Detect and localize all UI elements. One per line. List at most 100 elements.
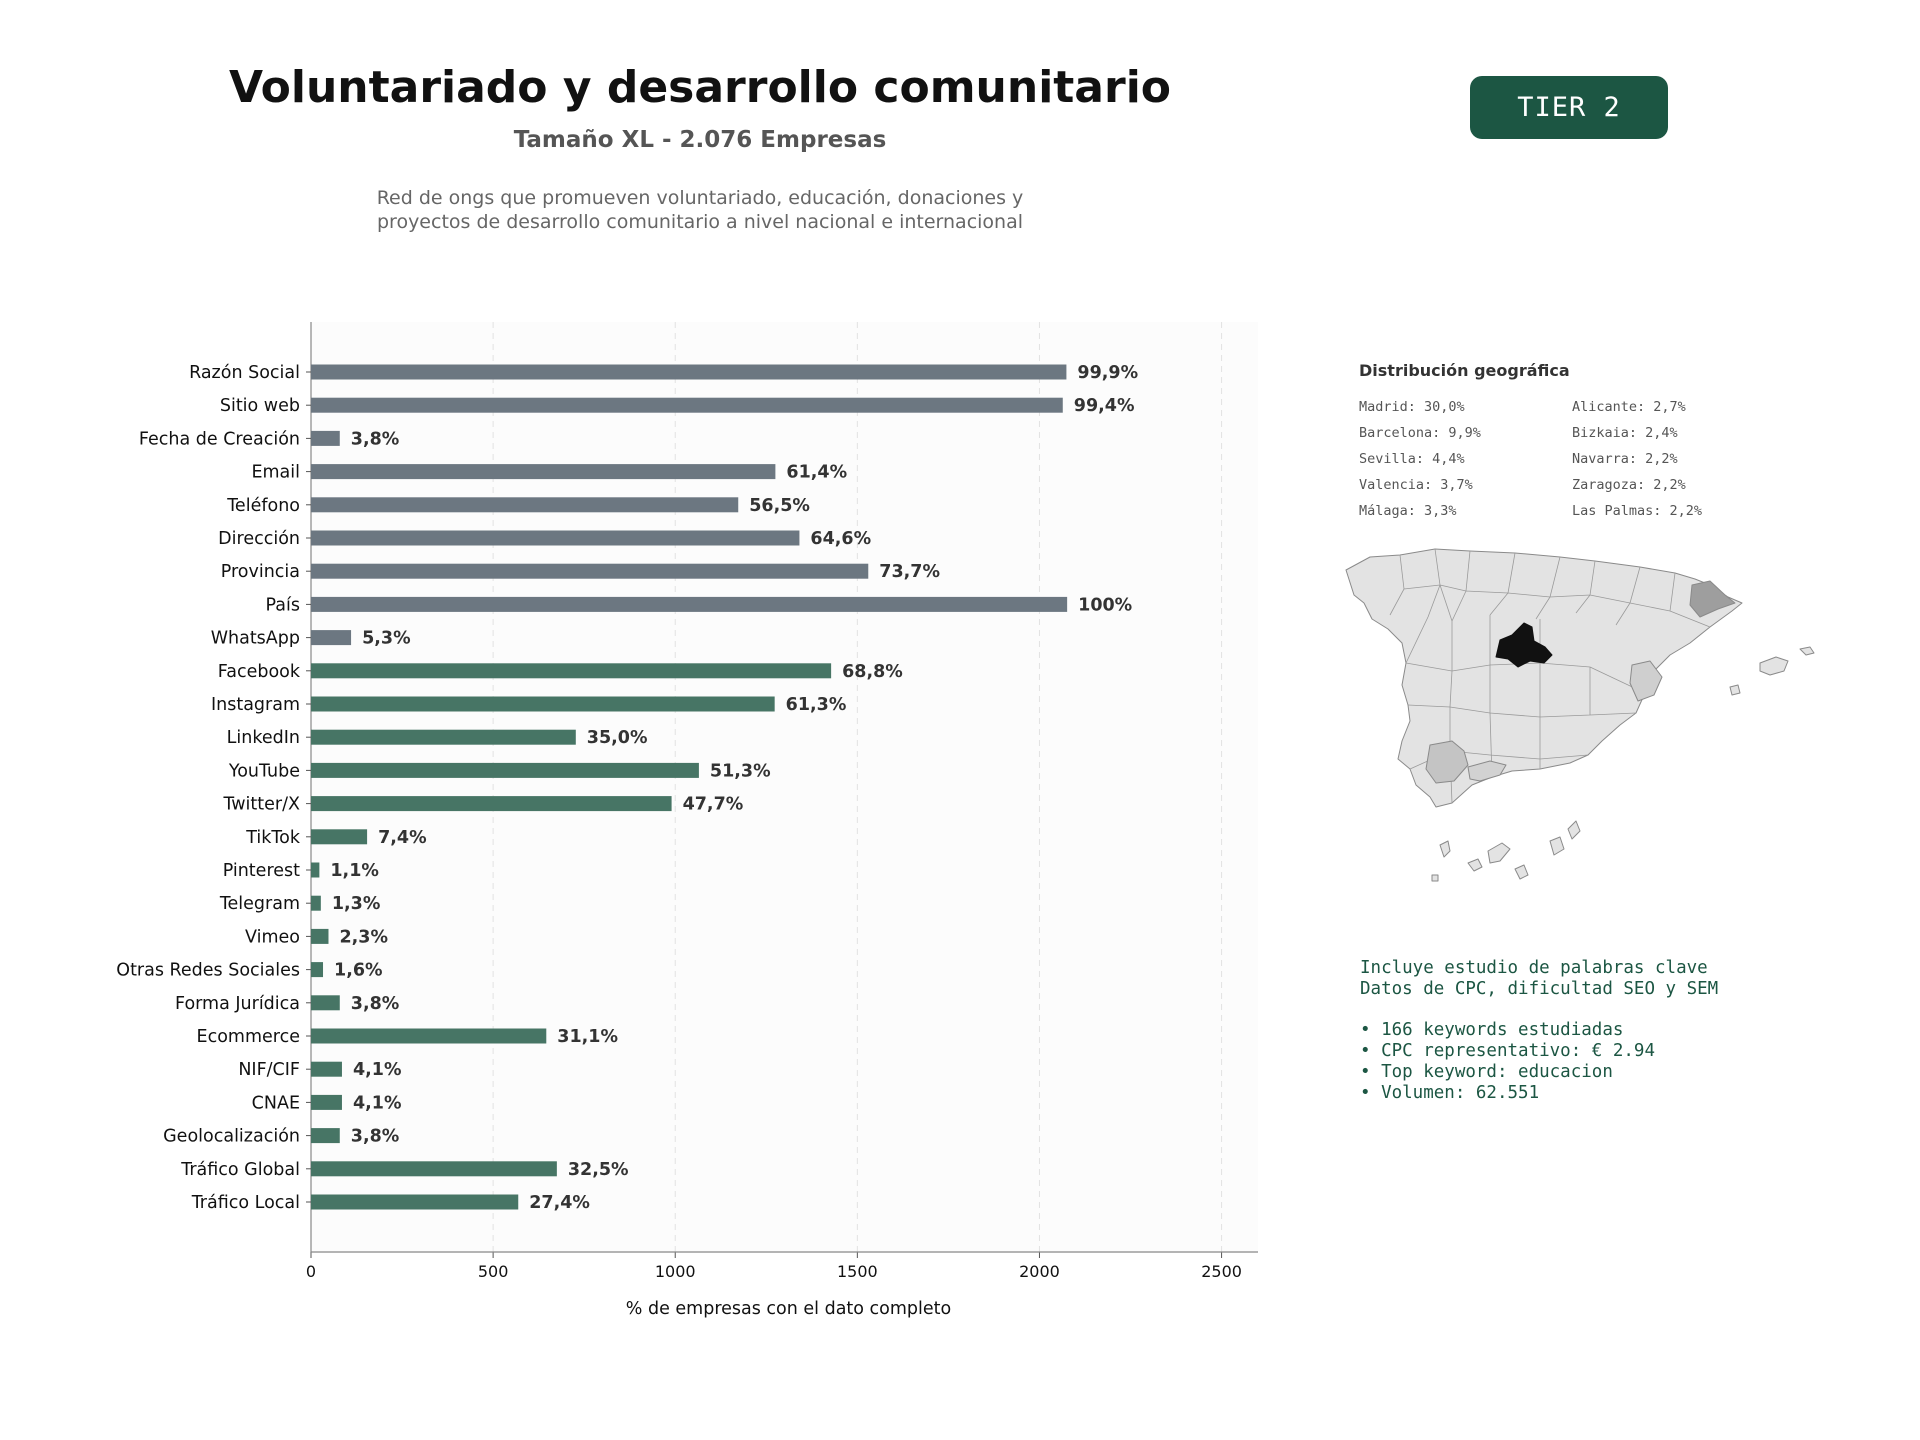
data-label: 27,4%: [529, 1193, 590, 1213]
x-axis-label: % de empresas con el dato completo: [626, 1299, 951, 1319]
map-mainland: [1345, 548, 1743, 808]
bar: [311, 1028, 547, 1044]
bar: [311, 762, 699, 778]
category-label: Razón Social: [189, 363, 300, 383]
geo-item: Zaragoza: 2,2%: [1572, 477, 1686, 493]
data-label: 4,1%: [353, 1060, 402, 1080]
data-label: 3,8%: [351, 994, 400, 1014]
bar: [311, 663, 832, 679]
category-label: Ecommerce: [197, 1027, 300, 1047]
bar: [311, 829, 368, 845]
data-label: 4,1%: [353, 1093, 402, 1113]
keyword-bullet: • CPC representativo: € 2.94: [1360, 1041, 1656, 1061]
data-label: 31,1%: [557, 1027, 618, 1047]
bar: [311, 563, 869, 579]
data-label: 56,5%: [749, 496, 810, 516]
category-label: Sitio web: [220, 396, 300, 416]
bar: [311, 630, 352, 646]
x-tick-label: 500: [478, 1262, 509, 1281]
data-label: 99,9%: [1077, 363, 1138, 383]
category-label: Tráfico Global: [180, 1160, 300, 1180]
bar: [311, 397, 1063, 413]
bar: [311, 1194, 519, 1210]
spain-map: [1345, 548, 1815, 882]
keyword-bullet: • Volumen: 62.551: [1360, 1083, 1540, 1103]
bar: [311, 729, 576, 745]
category-label: CNAE: [252, 1093, 300, 1113]
data-label: 68,8%: [842, 662, 903, 682]
bar: [311, 1128, 340, 1144]
category-label: NIF/CIF: [238, 1060, 300, 1080]
keyword-bullet: • 166 keywords estudiadas: [1360, 1020, 1624, 1040]
category-label: Pinterest: [223, 861, 300, 881]
category-label: YouTube: [228, 761, 300, 781]
map-region-barcelona: [1689, 580, 1736, 618]
geo-item: Alicante: 2,7%: [1572, 399, 1686, 415]
bar: [311, 1094, 342, 1110]
data-label: 7,4%: [378, 828, 427, 848]
category-label: Tráfico Local: [191, 1193, 300, 1213]
geo-item: Navarra: 2,2%: [1572, 451, 1678, 467]
category-label: Teléfono: [226, 496, 300, 516]
data-label: 61,3%: [786, 695, 847, 715]
keywords-line-1: Incluye estudio de palabras clave: [1360, 958, 1708, 978]
geo-item: Madrid: 30,0%: [1359, 399, 1465, 415]
bar: [311, 895, 321, 911]
category-label: WhatsApp: [211, 629, 300, 649]
bar: [311, 530, 800, 546]
bar: [311, 1161, 557, 1177]
x-tick-label: 1000: [655, 1262, 696, 1281]
bar: [311, 995, 340, 1011]
data-label: 51,3%: [710, 761, 771, 781]
map-region-valencia: [1629, 660, 1663, 702]
geo-item: Bizkaia: 2,4%: [1572, 425, 1678, 441]
page-subtitle: Tamaño XL - 2.076 Empresas: [513, 127, 887, 153]
description-line-2: proyectos de desarrollo comunitario a ni…: [376, 211, 1024, 233]
map-region-madrid: [1495, 622, 1553, 668]
data-label: 100%: [1078, 595, 1132, 615]
geo-item: Las Palmas: 2,2%: [1572, 503, 1703, 519]
data-label: 1,1%: [330, 861, 379, 881]
map-region-sevilla: [1425, 740, 1469, 784]
bar: [311, 1061, 342, 1077]
page-description: Red de ongs que promueven voluntariado, …: [200, 186, 1200, 234]
bar: [311, 464, 776, 480]
x-tick-label: 0: [306, 1262, 316, 1281]
data-label: 3,8%: [351, 1127, 400, 1147]
bar: [311, 928, 329, 944]
category-label: Vimeo: [245, 927, 300, 947]
data-label: 32,5%: [568, 1160, 629, 1180]
data-label: 73,7%: [879, 562, 940, 582]
data-label: 1,6%: [334, 961, 383, 981]
bar: [311, 497, 739, 513]
x-tick-label: 1500: [837, 1262, 878, 1281]
keyword-bullet: • Top keyword: educacion: [1360, 1062, 1613, 1082]
bar: [311, 596, 1068, 612]
category-label: Email: [251, 463, 300, 483]
data-label: 64,6%: [810, 529, 871, 549]
category-label: Facebook: [218, 662, 301, 682]
category-label: Fecha de Creación: [139, 429, 300, 449]
data-label: 35,0%: [587, 728, 648, 748]
description-line-1: Red de ongs que promueven voluntariado, …: [376, 187, 1024, 209]
geo-title: Distribución geográfica: [1359, 361, 1570, 380]
map-canary-islands: [1431, 820, 1581, 882]
category-label: Geolocalización: [163, 1127, 300, 1147]
category-label: TikTok: [245, 828, 301, 848]
data-label: 1,3%: [332, 894, 381, 914]
category-label: Provincia: [221, 562, 300, 582]
page-title: Voluntariado y desarrollo comunitario: [228, 62, 1172, 113]
data-label: 99,4%: [1074, 396, 1135, 416]
data-label: 61,4%: [786, 463, 847, 483]
x-tick-label: 2000: [1019, 1262, 1060, 1281]
data-label: 5,3%: [362, 629, 411, 649]
category-label: Forma Jurídica: [175, 994, 300, 1014]
geo-item: Valencia: 3,7%: [1359, 477, 1473, 493]
keywords-line-2: Datos de CPC, dificultad SEO y SEM: [1360, 979, 1719, 999]
geo-item: Barcelona: 9,9%: [1359, 425, 1481, 441]
bar: [311, 862, 320, 878]
plot-area: [311, 322, 1258, 1252]
tier-badge: TIER 2: [1470, 76, 1668, 139]
map-region-malaga: [1467, 760, 1507, 782]
geo-item: Sevilla: 4,4%: [1359, 451, 1465, 467]
